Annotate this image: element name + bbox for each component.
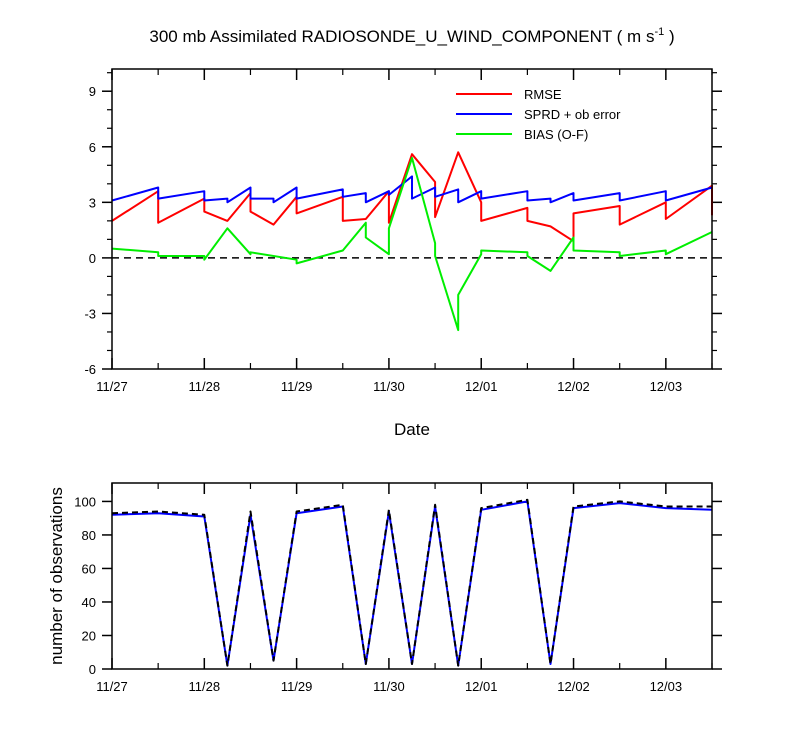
y-tick-label: 6 <box>89 140 96 155</box>
bottom-axis-labels: 11/27 11/28 11/29 11/30 12/01 12/02 12/03 0 20 40… <box>74 494 682 694</box>
legend-entry: RMSE <box>524 87 562 102</box>
x-tick-label: 11/27 <box>96 379 128 394</box>
top-panel: 11/27 11/28 11/29 11/30 12/01 12/02 12/03 -6 -3 0… <box>84 68 722 439</box>
y-tick-label: 0 <box>89 662 96 677</box>
series-line-bias-o-f <box>111 156 713 332</box>
y-axis-title-observations: number of observations <box>47 487 66 665</box>
series-line-obs-solid <box>111 500 713 667</box>
series-line-rmse <box>111 151 713 243</box>
chart-title-unit-exponent: -1 <box>654 26 664 38</box>
x-tick-label: 11/30 <box>373 679 405 694</box>
x-tick-label: 11/29 <box>281 679 313 694</box>
legend-entry: SPRD + ob error <box>524 107 621 122</box>
x-tick-label: 12/03 <box>650 379 683 394</box>
bottom-panel: 11/27 11/28 11/29 11/30 12/01 12/02 12/03 0 20 40… <box>47 482 722 694</box>
x-tick-label: 12/01 <box>465 379 498 394</box>
series-line-obs-dashed <box>111 498 712 667</box>
y-tick-label: 80 <box>82 528 96 543</box>
y-tick-label: 9 <box>89 84 96 99</box>
x-tick-label: 12/03 <box>650 679 683 694</box>
y-tick-label: -3 <box>84 306 96 321</box>
top-axis-ticks <box>102 69 722 370</box>
top-series-lines <box>111 151 713 332</box>
top-axis-labels: 11/27 11/28 11/29 11/30 12/01 12/02 12/03 -6 -3 0… <box>84 84 682 394</box>
y-tick-label: 40 <box>82 595 96 610</box>
x-tick-label: 12/02 <box>557 679 590 694</box>
legend: RMSE SPRD + ob error BIAS (O-F) <box>456 87 621 142</box>
y-tick-label: 0 <box>89 251 96 266</box>
x-tick-label: 11/29 <box>281 379 313 394</box>
x-tick-label: 12/02 <box>557 379 590 394</box>
bottom-series-lines <box>111 498 713 667</box>
chart-title-main: 300 mb Assimilated RADIOSONDE_U_WIND_COM… <box>149 27 654 46</box>
top-plot-frame <box>111 68 713 370</box>
x-tick-label: 11/27 <box>96 679 128 694</box>
y-tick-label: 60 <box>82 561 96 576</box>
x-tick-label: 11/30 <box>373 379 405 394</box>
y-tick-label: 20 <box>82 628 96 643</box>
y-tick-label: 3 <box>89 195 96 210</box>
series-line-sprd-ob-error <box>111 175 713 204</box>
x-tick-label: 11/28 <box>189 379 221 394</box>
chart-title: 300 mb Assimilated RADIOSONDE_U_WIND_COM… <box>149 26 674 46</box>
y-tick-label: -6 <box>84 362 96 377</box>
legend-entry: BIAS (O-F) <box>524 127 588 142</box>
bottom-axis-ticks <box>102 483 722 670</box>
x-tick-label: 12/01 <box>465 679 498 694</box>
chart-title-suffix: ) <box>664 27 674 46</box>
x-axis-title: Date <box>394 420 430 439</box>
y-tick-label: 100 <box>74 494 96 509</box>
x-tick-label: 11/28 <box>189 679 221 694</box>
bottom-plot-frame <box>111 482 713 670</box>
